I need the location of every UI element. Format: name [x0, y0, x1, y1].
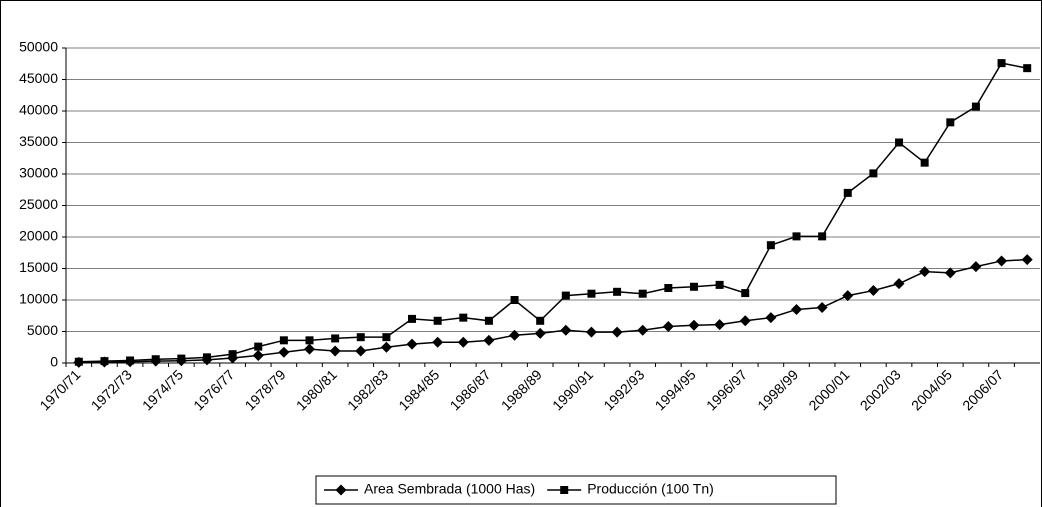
data-point — [971, 102, 980, 111]
data-point — [919, 266, 931, 278]
data-point — [843, 188, 852, 197]
data-point — [997, 59, 1006, 68]
data-point — [867, 285, 879, 297]
data-point — [638, 289, 647, 298]
data-point — [842, 290, 854, 302]
data-point — [380, 341, 392, 353]
legend-marker — [560, 486, 569, 494]
data-point — [74, 357, 83, 366]
data-point — [457, 336, 469, 348]
data-point — [560, 324, 572, 336]
data-point — [534, 327, 546, 339]
data-point — [356, 333, 365, 342]
data-point — [151, 355, 160, 364]
legend-marker — [335, 484, 347, 496]
data-point — [484, 316, 493, 325]
data-point — [613, 287, 622, 296]
y-tick-label: 45000 — [19, 70, 58, 86]
data-point — [689, 282, 698, 291]
data-point — [459, 313, 468, 322]
data-point — [970, 261, 982, 273]
y-tick-label: 15000 — [19, 259, 58, 275]
data-point — [305, 336, 314, 345]
data-point — [637, 324, 649, 336]
y-tick-label: 20000 — [19, 228, 58, 244]
y-tick-label: 35000 — [19, 133, 58, 149]
data-point — [662, 320, 674, 332]
data-point — [920, 158, 929, 167]
data-point — [611, 326, 623, 338]
y-tick-label: 10000 — [19, 291, 58, 307]
data-point — [739, 315, 751, 327]
data-point — [587, 289, 596, 298]
y-tick-label: 5000 — [27, 322, 58, 338]
data-point — [664, 284, 673, 293]
data-point — [816, 302, 828, 314]
data-point — [741, 289, 750, 298]
data-point — [791, 303, 802, 315]
data-point — [996, 255, 1008, 267]
data-point — [510, 296, 519, 304]
data-point — [483, 334, 495, 346]
data-point — [818, 232, 827, 241]
y-tick-label: 40000 — [19, 102, 58, 118]
data-point — [433, 316, 442, 325]
data-point — [1021, 254, 1033, 266]
data-point — [382, 333, 391, 342]
data-point — [304, 343, 315, 355]
data-point — [1023, 64, 1032, 73]
data-point — [688, 319, 700, 331]
data-point — [895, 138, 904, 147]
data-point — [126, 356, 135, 365]
data-point — [228, 350, 237, 359]
data-point — [509, 329, 521, 341]
data-point — [329, 345, 341, 357]
legend-label: Area Sembrada (1000 Has) — [364, 481, 535, 497]
data-point — [869, 169, 878, 178]
y-tick-label: 25000 — [19, 196, 58, 212]
data-point — [944, 267, 956, 279]
data-point — [536, 316, 545, 325]
data-point — [766, 241, 775, 250]
data-point — [100, 357, 109, 366]
data-point — [278, 346, 290, 358]
data-point — [585, 326, 597, 338]
data-point — [279, 336, 288, 345]
data-point — [792, 232, 801, 241]
series-line — [78, 62, 1028, 363]
data-point — [177, 354, 186, 363]
data-point — [432, 336, 444, 348]
data-point — [202, 353, 211, 362]
data-point — [408, 314, 417, 323]
data-point — [715, 280, 724, 289]
data-point — [946, 118, 955, 127]
legend-label: Producción (100 Tn) — [587, 481, 714, 497]
data-point — [254, 342, 263, 351]
data-point — [893, 278, 905, 290]
y-tick-label: 0 — [50, 354, 58, 370]
data-point — [331, 334, 340, 343]
y-tick-label: 30000 — [19, 165, 58, 181]
data-point — [355, 345, 367, 357]
data-point — [765, 312, 777, 324]
data-point — [252, 349, 264, 361]
y-tick-label: 50000 — [19, 39, 58, 55]
data-point — [406, 338, 418, 350]
data-point — [714, 319, 726, 331]
data-point — [561, 291, 570, 300]
